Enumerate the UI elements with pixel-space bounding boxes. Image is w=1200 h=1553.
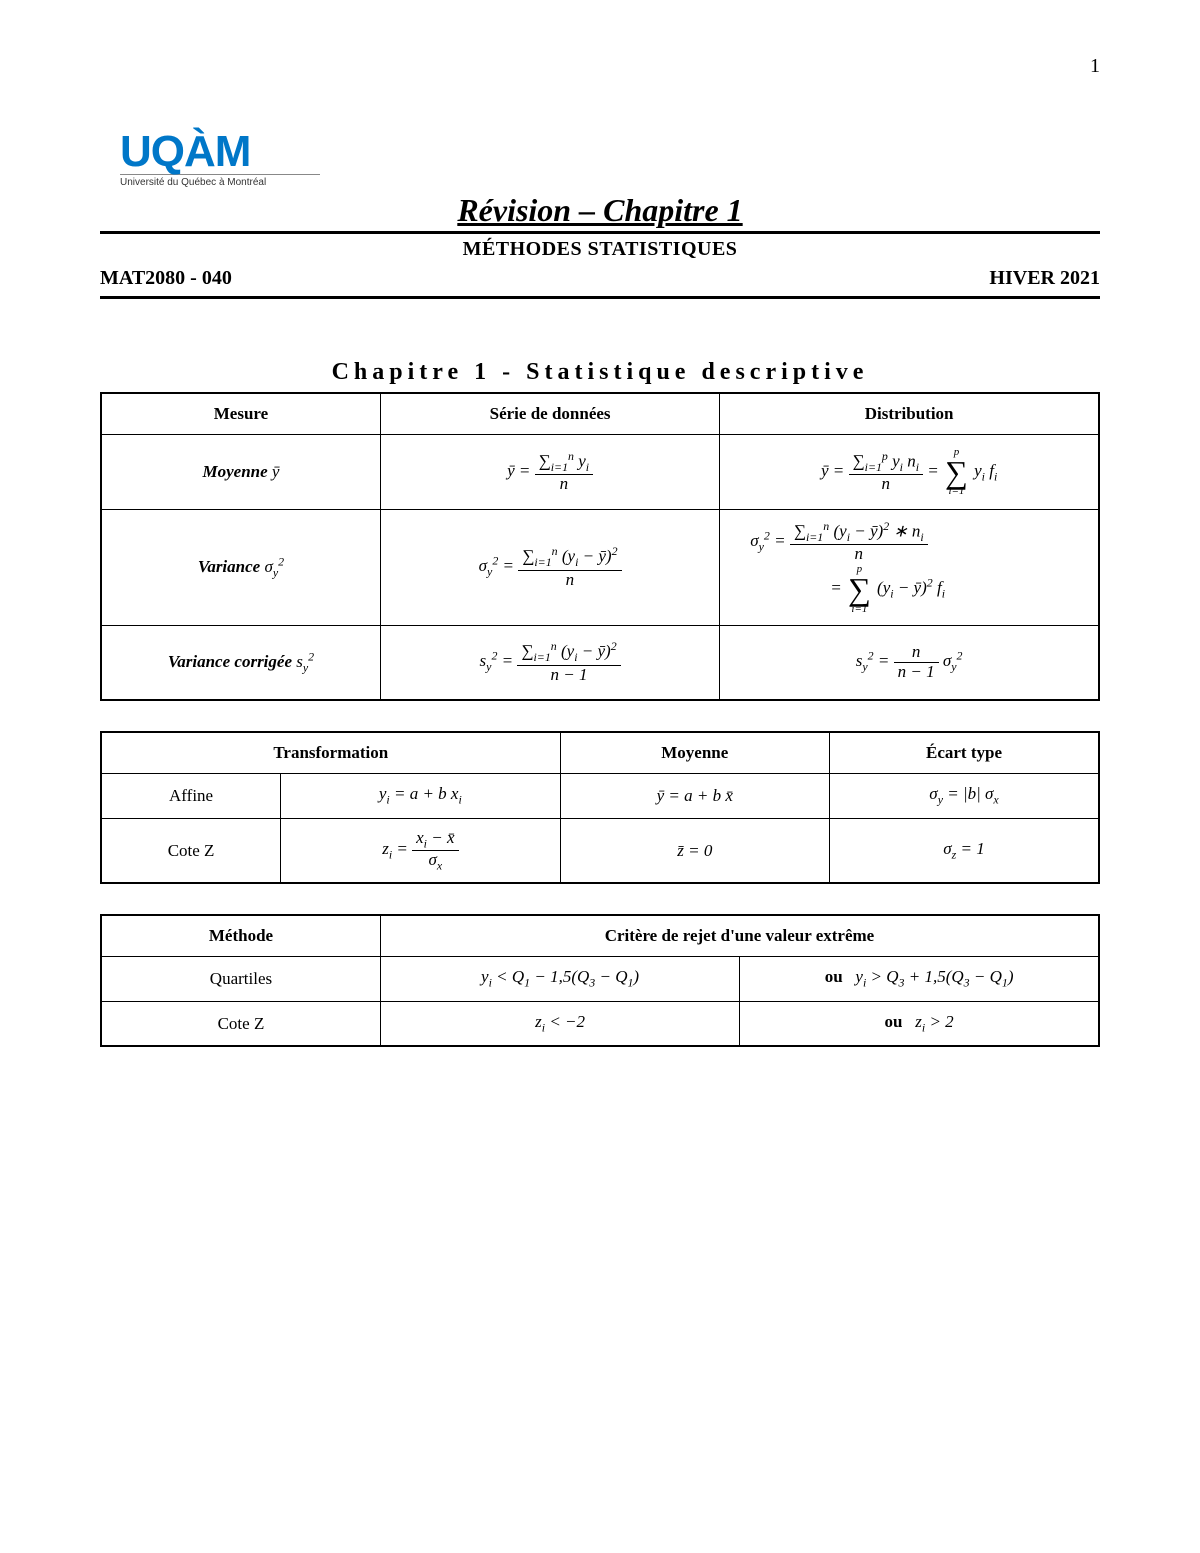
transformation-table: Transformation Moyenne Écart type Affine…: [100, 731, 1100, 884]
table-row: Quartiles yi < Q1 − 1,5(Q3 − Q1) ou yi >…: [101, 957, 1099, 1001]
table-row: Cote Z zi = xi − x̄σx z̄ = 0 σz = 1: [101, 818, 1099, 883]
outlier-method: Quartiles: [101, 957, 380, 1001]
table-row: Variance σy2 σy2 = ∑i=1n (yi − ȳ)2n σy2 …: [101, 510, 1099, 626]
page: 1 UQÀM Université du Québec à Montréal R…: [0, 0, 1200, 1553]
table-row: Cote Z zi < −2 ou zi > 2: [101, 1001, 1099, 1046]
outlier-crit-high: ou yi > Q3 + 1,5(Q3 − Q1): [740, 957, 1099, 1001]
table2-header-moyenne: Moyenne: [560, 732, 829, 774]
transformation-expr: yi = a + b xi: [281, 774, 560, 818]
measure-label: Variance corrigée sy2: [101, 625, 380, 700]
course-subtitle: MÉTHODES STATISTIQUES: [100, 238, 1100, 261]
table2-header-transformation: Transformation: [101, 732, 560, 774]
measure-label: Moyenne ȳ: [101, 435, 380, 510]
outlier-table: Méthode Critère de rejet d'une valeur ex…: [100, 914, 1100, 1047]
document-title: Révision – Chapitre 1: [100, 192, 1100, 229]
table1-header-distribution: Distribution: [720, 393, 1099, 435]
table-row: Affine yi = a + b xi ȳ = a + b x̄ σy = |…: [101, 774, 1099, 818]
table3-header-methode: Méthode: [101, 915, 380, 957]
transformation-sd: σz = 1: [830, 818, 1099, 883]
measure-formula-dist: ȳ = ∑i=1p yi nin = p∑i=1 yi fi: [720, 435, 1099, 510]
logo: UQÀM Université du Québec à Montréal: [120, 130, 1100, 188]
measure-formula-series: σy2 = ∑i=1n (yi − ȳ)2n: [380, 510, 719, 626]
header-box: MÉTHODES STATISTIQUES MAT2080 - 040 HIVE…: [100, 231, 1100, 299]
transformation-label: Cote Z: [101, 818, 281, 883]
measures-table: Mesure Série de données Distribution Moy…: [100, 392, 1100, 701]
table3-header-critere: Critère de rejet d'une valeur extrême: [380, 915, 1099, 957]
measure-formula-series: sy2 = ∑i=1n (yi − ȳ)2n − 1: [380, 625, 719, 700]
transformation-sd: σy = |b| σx: [830, 774, 1099, 818]
semester: HIVER 2021: [989, 267, 1100, 290]
chapter-heading: Chapitre 1 - Statistique descriptive: [100, 359, 1100, 386]
table2-header-ecart: Écart type: [830, 732, 1099, 774]
transformation-mean: z̄ = 0: [560, 818, 829, 883]
transformation-mean: ȳ = a + b x̄: [560, 774, 829, 818]
table1-header-mesure: Mesure: [101, 393, 380, 435]
outlier-crit-low: zi < −2: [380, 1001, 739, 1046]
measure-formula-dist: σy2 = ∑i=1n (yi − ȳ)2 ∗ nin = p∑i=1 (yi …: [720, 510, 1099, 626]
measure-formula-dist: sy2 = nn − 1 σy2: [720, 625, 1099, 700]
table1-header-serie: Série de données: [380, 393, 719, 435]
measure-formula-series: ȳ = ∑i=1n yin: [380, 435, 719, 510]
table-row: Variance corrigée sy2 sy2 = ∑i=1n (yi − …: [101, 625, 1099, 700]
course-code: MAT2080 - 040: [100, 267, 232, 290]
transformation-label: Affine: [101, 774, 281, 818]
outlier-crit-low: yi < Q1 − 1,5(Q3 − Q1): [380, 957, 739, 1001]
outlier-crit-high: ou zi > 2: [740, 1001, 1099, 1046]
measure-label: Variance σy2: [101, 510, 380, 626]
page-number: 1: [1090, 55, 1100, 78]
transformation-expr: zi = xi − x̄σx: [281, 818, 560, 883]
outlier-method: Cote Z: [101, 1001, 380, 1046]
table-row: Moyenne ȳ ȳ = ∑i=1n yin ȳ = ∑i=1p yi nin…: [101, 435, 1099, 510]
logo-subtext: Université du Québec à Montréal: [120, 174, 320, 188]
logo-main: UQÀM: [120, 130, 1100, 174]
